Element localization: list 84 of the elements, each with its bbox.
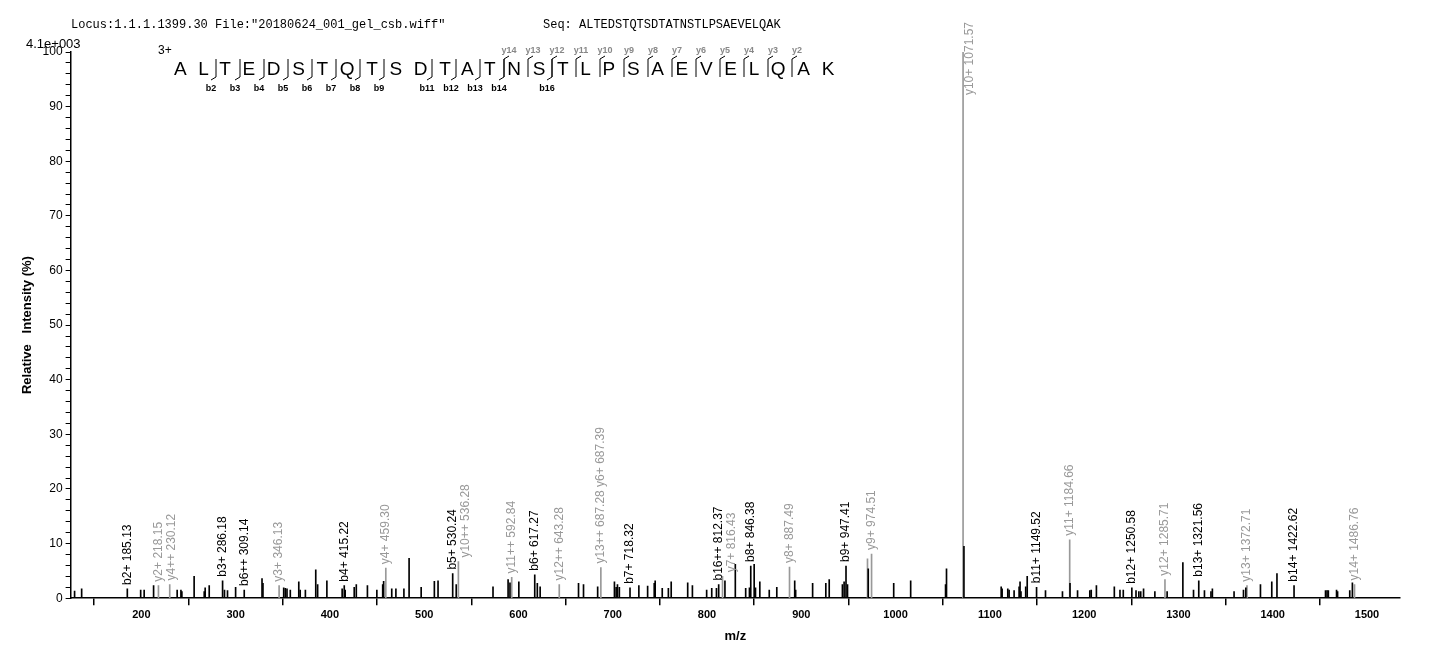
annotation: b12 xyxy=(443,83,459,93)
y-tick-label: 90 xyxy=(49,98,63,113)
annotation: y14 xyxy=(501,45,517,55)
annotation: y9+ 974.51 xyxy=(863,489,878,550)
annotation: b3 xyxy=(229,83,241,93)
annotation: b6++ 309.14 xyxy=(236,518,251,587)
annotation: b14+ 1422.62 xyxy=(1286,507,1301,582)
x-tick-label: 500 xyxy=(415,607,434,620)
annotation: b5+ 530.24 xyxy=(445,508,459,570)
annotation: b16 xyxy=(539,83,555,93)
annotation: b11 xyxy=(419,83,435,93)
x-tick-label: 900 xyxy=(792,607,811,620)
x-tick-label: 700 xyxy=(603,607,622,620)
annotation: b14 xyxy=(491,83,507,93)
annotation: b13 xyxy=(467,83,483,93)
annotation: b3+ 286.18 xyxy=(214,516,229,577)
annotation: b2+ 185.13 xyxy=(119,524,134,585)
annotation: y8 xyxy=(647,45,659,55)
x-tick-label: 1000 xyxy=(883,607,908,620)
annotation: y6 xyxy=(695,45,707,55)
y-tick-label: 60 xyxy=(49,262,63,277)
x-tick-label: 600 xyxy=(509,607,528,620)
annotation: b8+ 846.38 xyxy=(743,501,758,562)
annotation: b6 xyxy=(301,83,313,93)
x-tick-label: 1100 xyxy=(977,607,1002,620)
y-tick-label: 0 xyxy=(55,590,63,605)
x-tick-label: 1400 xyxy=(1260,607,1285,620)
x-tick-label: 1300 xyxy=(1166,607,1191,620)
annotation: y14+ 1486.76 xyxy=(1346,507,1361,581)
annotation: b7 xyxy=(325,83,337,93)
y-tick-label: 20 xyxy=(49,481,63,496)
annotation: y10 xyxy=(597,45,613,55)
annotation: b12+ 1250.58 xyxy=(1124,509,1139,584)
x-axis-title: m/z xyxy=(724,627,747,643)
x-tick-label: 1500 xyxy=(1354,607,1380,620)
annotation: y12+ 1285.71 xyxy=(1157,502,1172,576)
annotation: y12 xyxy=(549,45,565,55)
annotation: y10+ 1071.57 xyxy=(962,21,977,96)
annotation: b4+ 415.22 xyxy=(336,520,351,582)
annotation: y9 xyxy=(623,45,635,55)
annotation: y11 xyxy=(573,45,589,55)
annotation: y7+ 816.43 xyxy=(724,512,738,573)
annotation: b11+ 1149.52 xyxy=(1028,510,1043,584)
annotation: y11++ 592.84 xyxy=(504,500,519,574)
annotation: y13 xyxy=(525,45,541,55)
y-tick-label: 30 xyxy=(49,426,63,441)
annotation: b4 xyxy=(253,83,265,93)
y-tick-label: 50 xyxy=(49,317,63,332)
annotation: y8+ 887.49 xyxy=(781,503,796,564)
annotation: b8 xyxy=(349,83,361,93)
annotation: y3 xyxy=(767,45,779,55)
y-tick-label: 40 xyxy=(49,372,63,387)
annotation: y13++ 687.28 y6+ 687.39 xyxy=(593,426,608,564)
x-tick-label: 300 xyxy=(226,607,245,620)
annotation: b2 xyxy=(205,83,217,93)
annotation: y4 xyxy=(743,45,755,55)
annotation: b16++ 812.37 xyxy=(711,506,725,581)
annotation: y13+ 1372.71 xyxy=(1239,508,1254,582)
annotation: y10++ 536.28 xyxy=(458,483,472,558)
annotation: y5 xyxy=(719,45,731,55)
annotation: y11+ 1184.66 xyxy=(1062,464,1076,536)
annotation: b7+ 718.32 xyxy=(622,523,637,584)
annotation: b5 xyxy=(277,83,289,93)
y-axis-title: Relative Intensity (%) xyxy=(19,256,35,395)
annotation: b13+ 1321.56 xyxy=(1191,502,1206,577)
x-tick-label: 400 xyxy=(320,607,340,620)
y-tick-label: 80 xyxy=(49,153,63,168)
annotation: y2 xyxy=(791,45,803,55)
x-tick-label: 800 xyxy=(697,607,717,620)
annotation: y7 xyxy=(671,45,683,55)
annotation: y4+ 459.30 xyxy=(378,504,393,565)
x-tick-label: 1200 xyxy=(1071,607,1097,620)
annotation: 3+ xyxy=(158,43,172,57)
text: Locus:1.1.1.1399.30 File:"20180624_001_gel_csb.wiff" xyxy=(71,18,446,32)
annotation: b9 xyxy=(373,83,385,93)
y-tick-label: 70 xyxy=(49,208,63,223)
annotation: y12++ 643.28 xyxy=(551,506,566,581)
annotation: b6+ 617.27 xyxy=(527,509,542,571)
text: Seq: ALTEDSTQTSDTATNSTLPSAEVELQAK xyxy=(543,18,782,32)
annotation: b9+ 947.41 xyxy=(838,501,853,562)
x-tick-label: 200 xyxy=(132,607,151,620)
annotation: y3+ 346.13 xyxy=(271,521,286,582)
annotation: y2+ 218.15 xyxy=(150,521,165,582)
y-tick-label: 10 xyxy=(49,535,63,550)
